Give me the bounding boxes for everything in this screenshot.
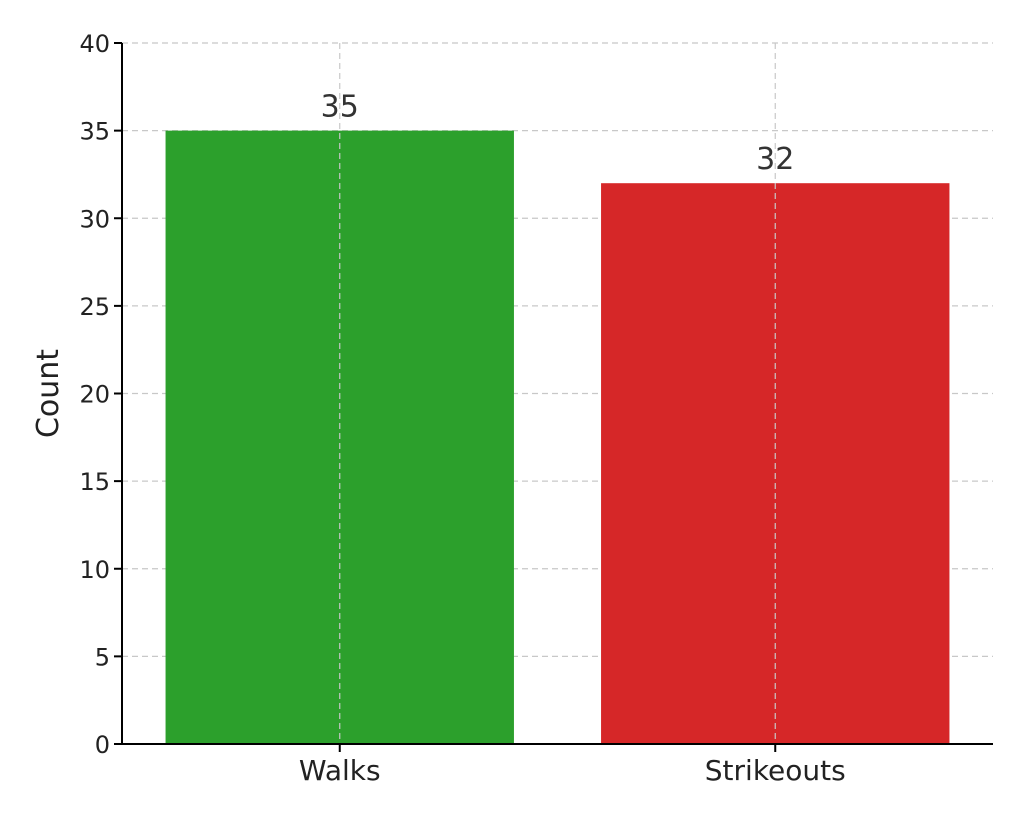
value-labels: 35 32 [321, 90, 795, 178]
data-label: 32 [756, 142, 794, 177]
y-tick-label: 0 [95, 731, 110, 759]
y-tick-label: 10 [79, 556, 110, 584]
data-label: 35 [321, 90, 359, 125]
y-tick-label: 35 [79, 118, 110, 146]
x-tick-label: Strikeouts [705, 754, 846, 787]
bars [165, 130, 950, 744]
y-tick-label: 20 [79, 381, 110, 409]
vertical-grid [339, 43, 776, 744]
y-axis-title: Count [31, 349, 66, 438]
y-tick-label: 40 [79, 30, 110, 58]
y-tick-label: 30 [79, 205, 110, 233]
y-tick-label: 5 [95, 643, 110, 671]
y-tick-label: 25 [79, 293, 110, 321]
x-tick-label: Walks [299, 754, 381, 787]
tick-labels: 0 5 10 15 20 25 30 35 40 Walks Strikeouts [79, 30, 845, 787]
y-tick-label: 15 [79, 468, 110, 496]
